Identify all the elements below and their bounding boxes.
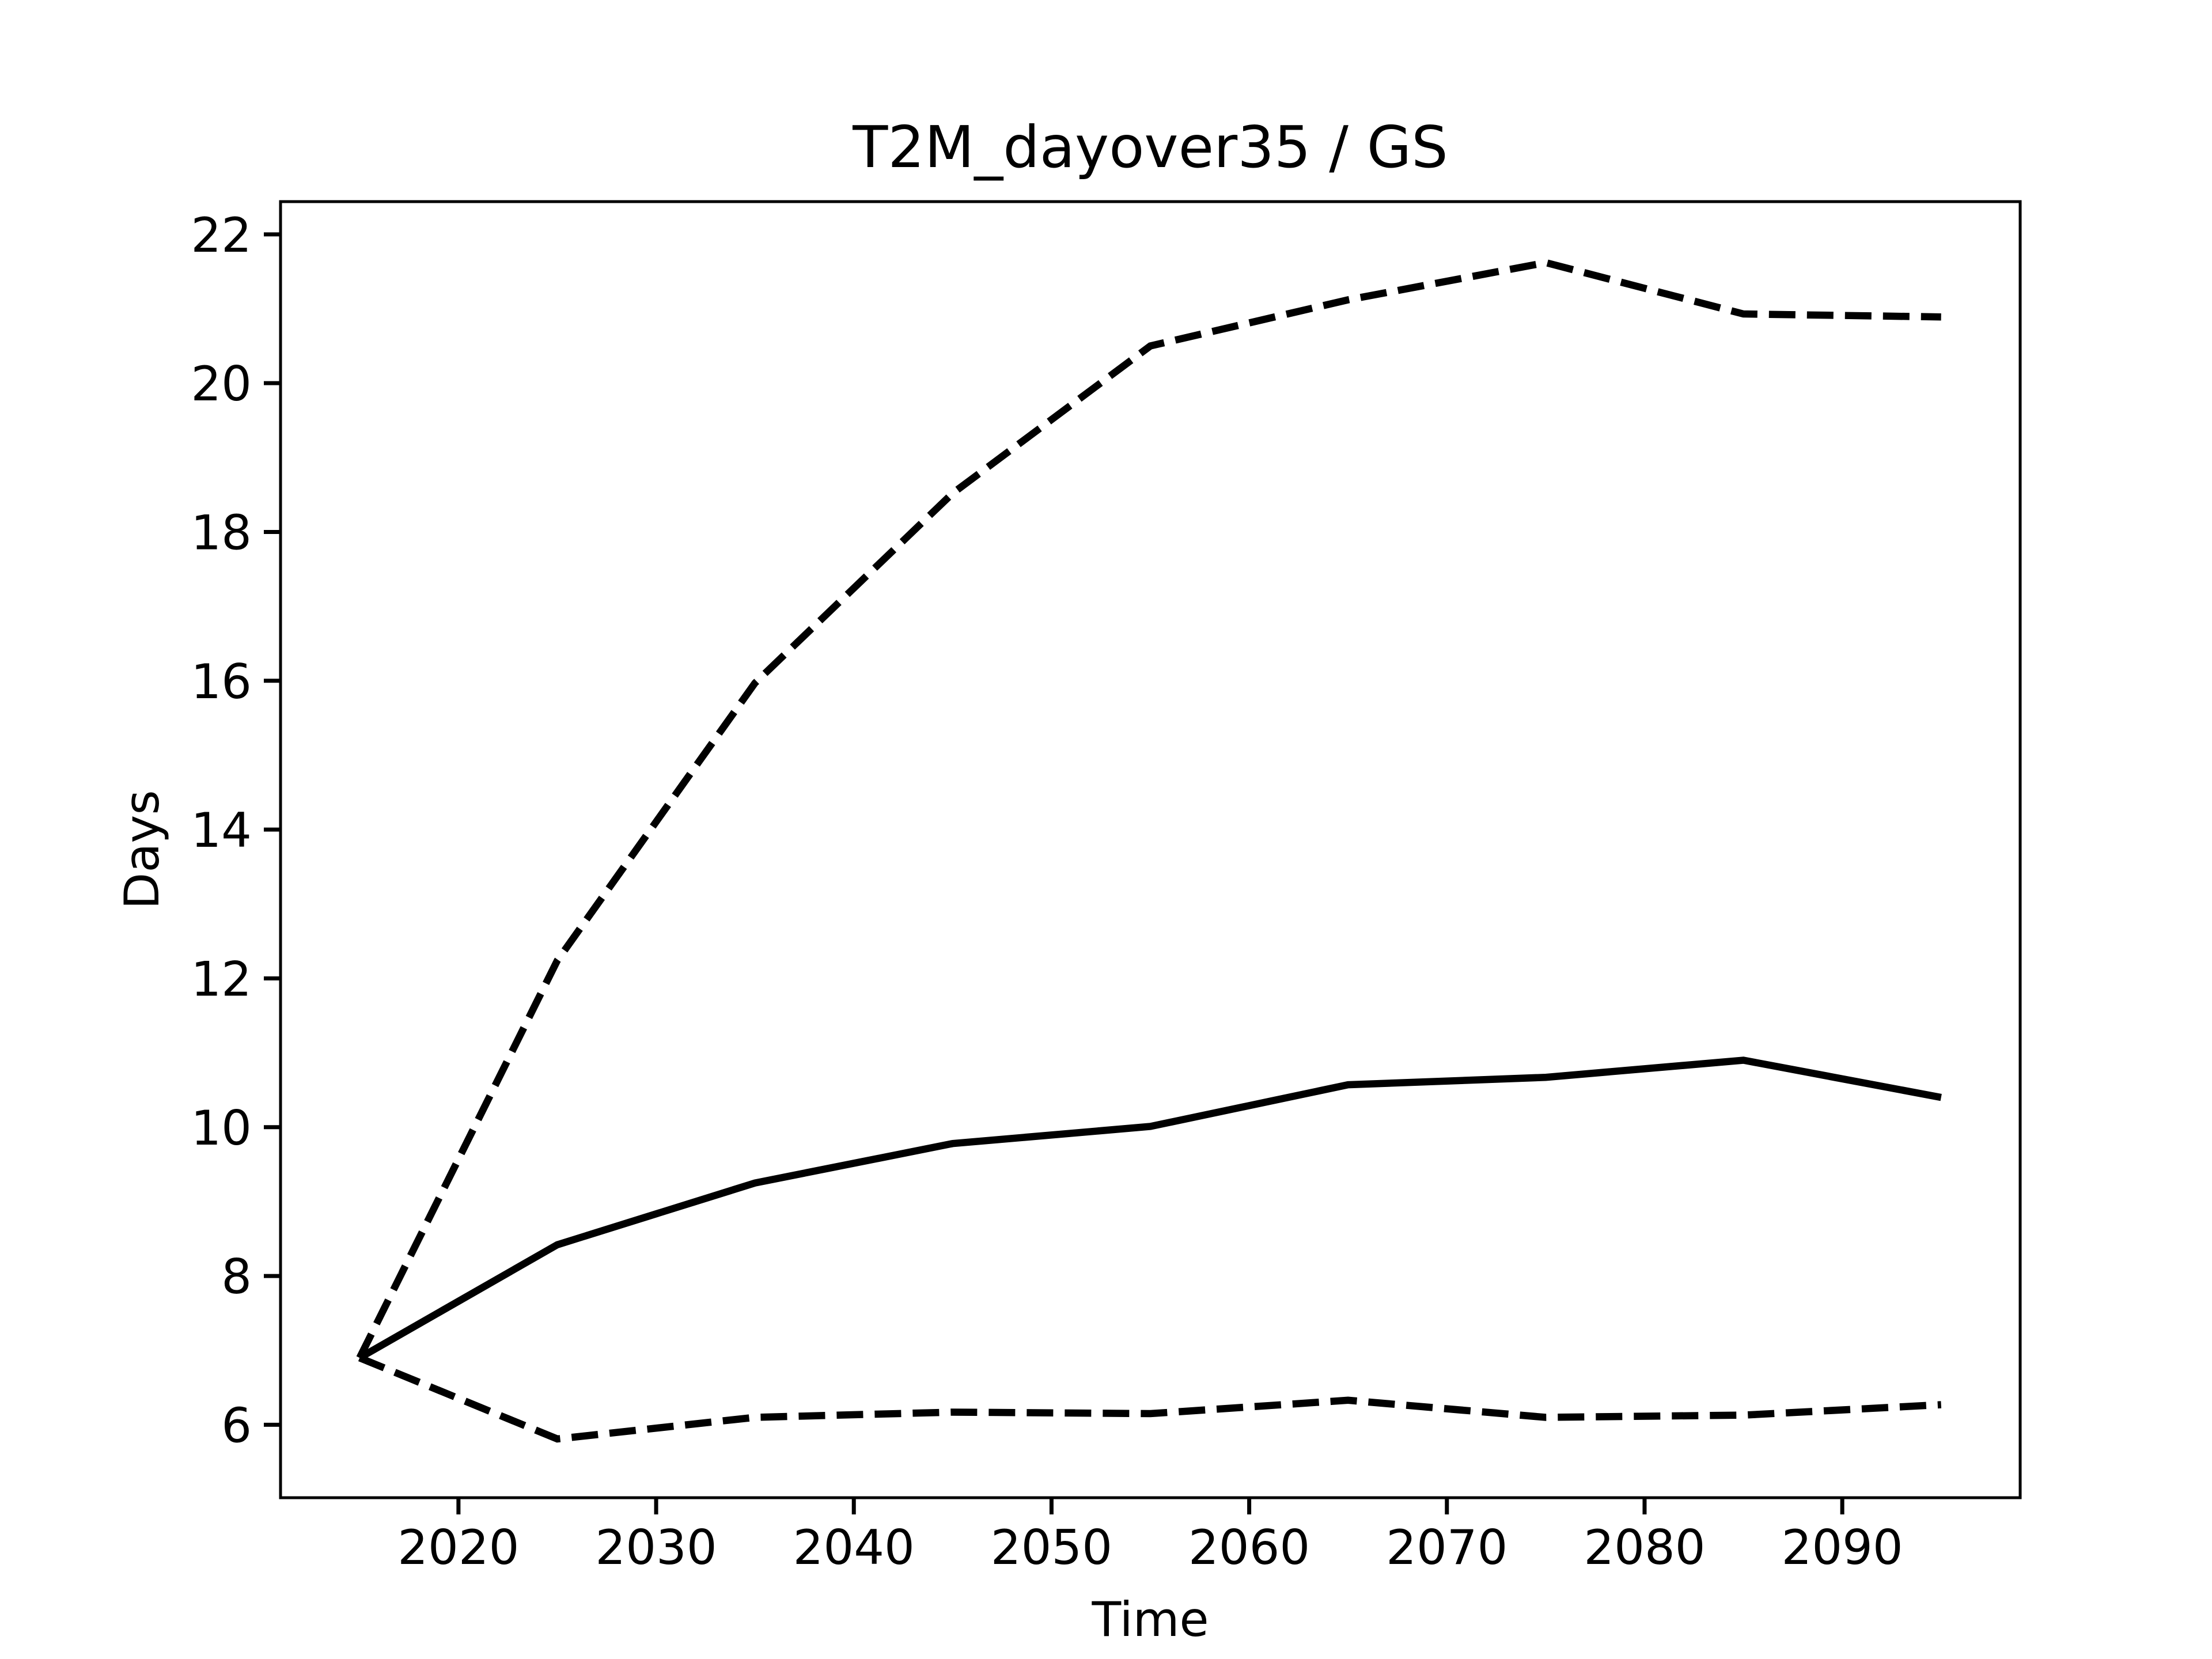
x-tick-label: 2020: [397, 1520, 519, 1575]
x-tick-label: 2040: [793, 1520, 915, 1575]
y-tick-label: 22: [191, 207, 252, 263]
y-tick-label: 20: [191, 356, 252, 412]
x-tick-label: 2060: [1188, 1520, 1310, 1575]
x-tick-label: 2090: [1782, 1520, 1903, 1575]
series-line: [358, 1056, 1942, 1361]
y-axis-label: Days: [114, 790, 170, 909]
x-tick-label: 2070: [1386, 1520, 1508, 1575]
y-tick-label: 8: [221, 1249, 252, 1305]
chart-title: T2M_dayover35 / GS: [852, 113, 1448, 181]
x-axis-label: Time: [1091, 1592, 1209, 1647]
y-tick-label: 16: [191, 654, 252, 710]
x-tick-label: 2050: [991, 1520, 1112, 1575]
x-tick-label: 2080: [1584, 1520, 1705, 1575]
y-tick-label: 10: [191, 1100, 252, 1156]
x-tick-label: 2030: [595, 1520, 717, 1575]
series-line: [356, 259, 1941, 1359]
series-line: [358, 1354, 1942, 1443]
y-tick-label: 6: [221, 1397, 252, 1453]
plot-frame: [279, 200, 2022, 1499]
y-tick-label: 18: [191, 505, 252, 560]
y-tick-label: 14: [191, 802, 252, 858]
y-tick-label: 12: [191, 951, 252, 1007]
